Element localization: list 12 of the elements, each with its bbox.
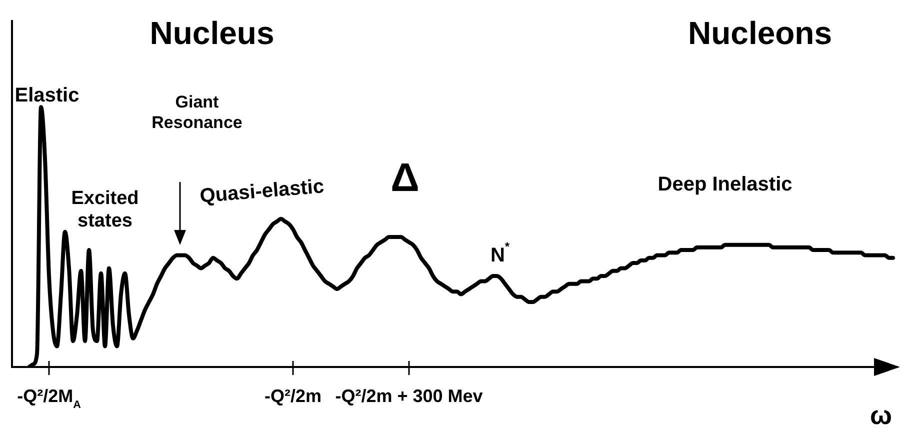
annotation: Giant Resonance: [152, 92, 242, 132]
annotation: Deep Inelastic: [658, 174, 792, 196]
text: Nucleus: [150, 14, 274, 51]
text: Elastic: [14, 84, 80, 107]
annotation: N*: [490, 239, 510, 267]
annotation: Δ: [390, 156, 420, 200]
text: Nucleons: [688, 14, 832, 51]
x-tick-label: -Q²/2m: [264, 386, 322, 406]
x-axis-title: ω: [870, 400, 892, 430]
x-tick-label: -Q²/2m + 300 Mev: [335, 386, 483, 406]
annotation: Excited states: [71, 188, 139, 232]
annotation: Quasi-elastic: [199, 176, 325, 208]
